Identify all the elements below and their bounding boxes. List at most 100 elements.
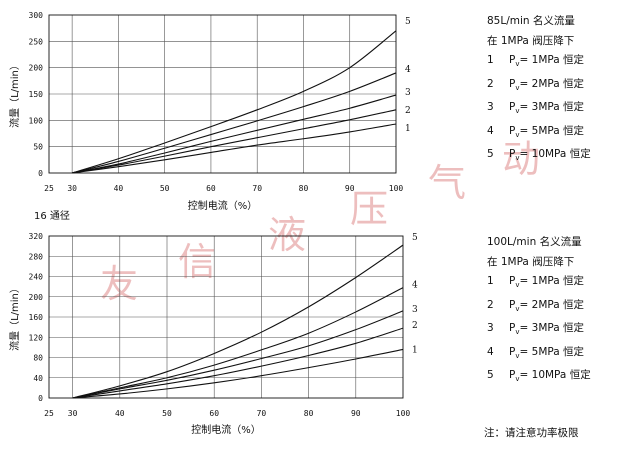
legend-item-label: 5MPa 恒定: [531, 124, 585, 137]
watermark-char: 友: [100, 262, 138, 306]
x-tick-label: 40: [115, 409, 125, 418]
pv-symbol: Pv=: [509, 275, 532, 290]
watermark-char: 液: [268, 213, 306, 257]
legend-item: 2 Pv= 2MPa 恒定: [487, 296, 591, 320]
series-line-5: [72, 244, 404, 399]
series-line-1: [72, 123, 397, 174]
series-line-2: [72, 109, 397, 174]
legend-item-label: 10MPa 恒定: [531, 148, 591, 161]
power-limit-note: 注：请注意功率极限: [484, 427, 579, 439]
x-tick-label: 60: [206, 184, 216, 193]
series-label-3: 3: [412, 305, 418, 315]
plot-frame: [48, 235, 404, 399]
x-tick-label: 25: [44, 184, 54, 193]
legend-item-number: 2: [487, 298, 494, 311]
legend-item: 1 Pv= 1MPa 恒定: [487, 51, 591, 75]
legend-item-label: 2MPa 恒定: [531, 298, 585, 311]
legend-item: 5 Pv= 10MPa 恒定: [487, 366, 591, 390]
y-axis-label: 流量（L/min）: [8, 60, 21, 128]
series-line-5: [71, 30, 397, 174]
y-tick-label: 280: [29, 252, 44, 261]
legend-item-label: 10MPa 恒定: [531, 369, 591, 382]
x-tick-label: 30: [68, 409, 78, 418]
y-tick-label: 0: [38, 394, 43, 403]
x-axis-label: 控制电流（%）: [188, 199, 258, 212]
legend-85-lmin: 85L/min 名义流量 在 1MPa 阀压降下 1 Pv= 1MPa 恒定 2 Pv…: [487, 12, 591, 169]
pv-symbol: Pv=: [509, 124, 532, 139]
watermark-char: 动: [502, 137, 540, 181]
legend-subtitle: 在 1MPa 阀压降下: [487, 255, 575, 268]
x-tick-label: 100: [396, 409, 411, 418]
series-label-5: 5: [412, 233, 418, 243]
legend-item-number: 1: [487, 54, 494, 66]
series-line-4: [71, 72, 397, 174]
legend-item-label: 2MPa 恒定: [531, 77, 585, 90]
section-label: 16 通径: [34, 211, 70, 222]
y-tick-label: 250: [29, 37, 44, 46]
pv-symbol: Pv=: [509, 345, 532, 360]
y-tick-label: 240: [29, 273, 44, 282]
y-tick-label: 300: [29, 11, 44, 20]
chart-100-lmin: 25 30 40 50 60 70 80 90 100040801201602002402803…: [8, 232, 418, 436]
series-label-4: 4: [412, 281, 418, 291]
chart-85-lmin: 25 30 40 50 60 70 80 90 100050100150200250300控制电…: [8, 11, 411, 212]
legend-item-number: 1: [487, 275, 494, 287]
y-tick-label: 50: [33, 143, 43, 152]
pv-symbol: Pv=: [509, 54, 532, 69]
watermark-char: 信: [178, 240, 216, 284]
x-tick-label: 70: [257, 409, 267, 418]
y-tick-label: 200: [29, 293, 44, 302]
series-label-2: 2: [412, 321, 418, 331]
x-axis-label: 控制电流（%）: [191, 423, 261, 436]
legend-item-number: 3: [487, 101, 494, 114]
series-label-3: 3: [405, 88, 411, 98]
y-tick-label: 150: [29, 90, 44, 99]
y-axis-label: 流量（L/min）: [8, 283, 21, 351]
legend-item-label: 1MPa 恒定: [531, 275, 585, 287]
x-tick-label: 60: [209, 409, 219, 418]
x-tick-label: 100: [389, 184, 404, 193]
legend-item-label: 5MPa 恒定: [531, 345, 585, 358]
legend-item: 5 Pv= 10MPa 恒定: [487, 145, 591, 169]
y-tick-label: 40: [33, 374, 43, 383]
series-label-4: 4: [405, 65, 411, 75]
series-line-3: [72, 310, 404, 399]
legend-item: 3 Pv= 3MPa 恒定: [487, 319, 591, 343]
series-line-2: [72, 327, 404, 399]
watermark-char: 气: [428, 161, 466, 205]
x-tick-label: 40: [114, 184, 124, 193]
legend-item-number: 4: [487, 345, 494, 358]
legend-item: 2 Pv= 2MPa 恒定: [487, 75, 591, 99]
series-label-5: 5: [405, 17, 411, 27]
watermark: 友信 液压气动: [100, 137, 540, 306]
series-line-1: [72, 348, 404, 399]
legend-item-label: 3MPa 恒定: [531, 101, 585, 114]
series-label-2: 2: [405, 106, 411, 116]
legend-100-lmin: 100L/min 名义流量 在 1MPa 阀压降下 1 Pv= 1MPa 恒定 2 P…: [487, 233, 591, 390]
pv-symbol: Pv=: [509, 148, 532, 163]
pv-symbol: Pv=: [509, 298, 532, 313]
legend-item: 3 Pv= 3MPa 恒定: [487, 98, 591, 122]
pv-symbol: Pv=: [509, 322, 532, 337]
series-label-1: 1: [412, 345, 418, 355]
legend-item: 4 Pv= 5MPa 恒定: [487, 122, 591, 146]
legend-title: 85L/min 名义流量: [487, 15, 575, 27]
legend-item: 1 Pv= 1MPa 恒定: [487, 272, 591, 296]
y-tick-label: 120: [29, 333, 44, 342]
legend-item-number: 4: [487, 124, 494, 137]
legend-item-number: 2: [487, 77, 494, 90]
legend-subtitle: 在 1MPa 阀压降下: [487, 34, 575, 47]
series-label-1: 1: [405, 124, 411, 134]
legend-item-label: 1MPa 恒定: [531, 54, 585, 66]
plot-frame: [48, 14, 397, 174]
y-tick-label: 200: [29, 64, 44, 73]
legend-title: 100L/min 名义流量: [487, 236, 582, 248]
legend-item-number: 5: [487, 369, 494, 382]
y-tick-label: 320: [29, 232, 44, 241]
y-tick-label: 160: [29, 313, 44, 322]
legend-item: 4 Pv= 5MPa 恒定: [487, 343, 591, 367]
pv-symbol: Pv=: [509, 101, 532, 116]
x-tick-label: 80: [299, 184, 309, 193]
x-tick-label: 30: [67, 184, 77, 193]
legend-item-number: 5: [487, 148, 494, 161]
